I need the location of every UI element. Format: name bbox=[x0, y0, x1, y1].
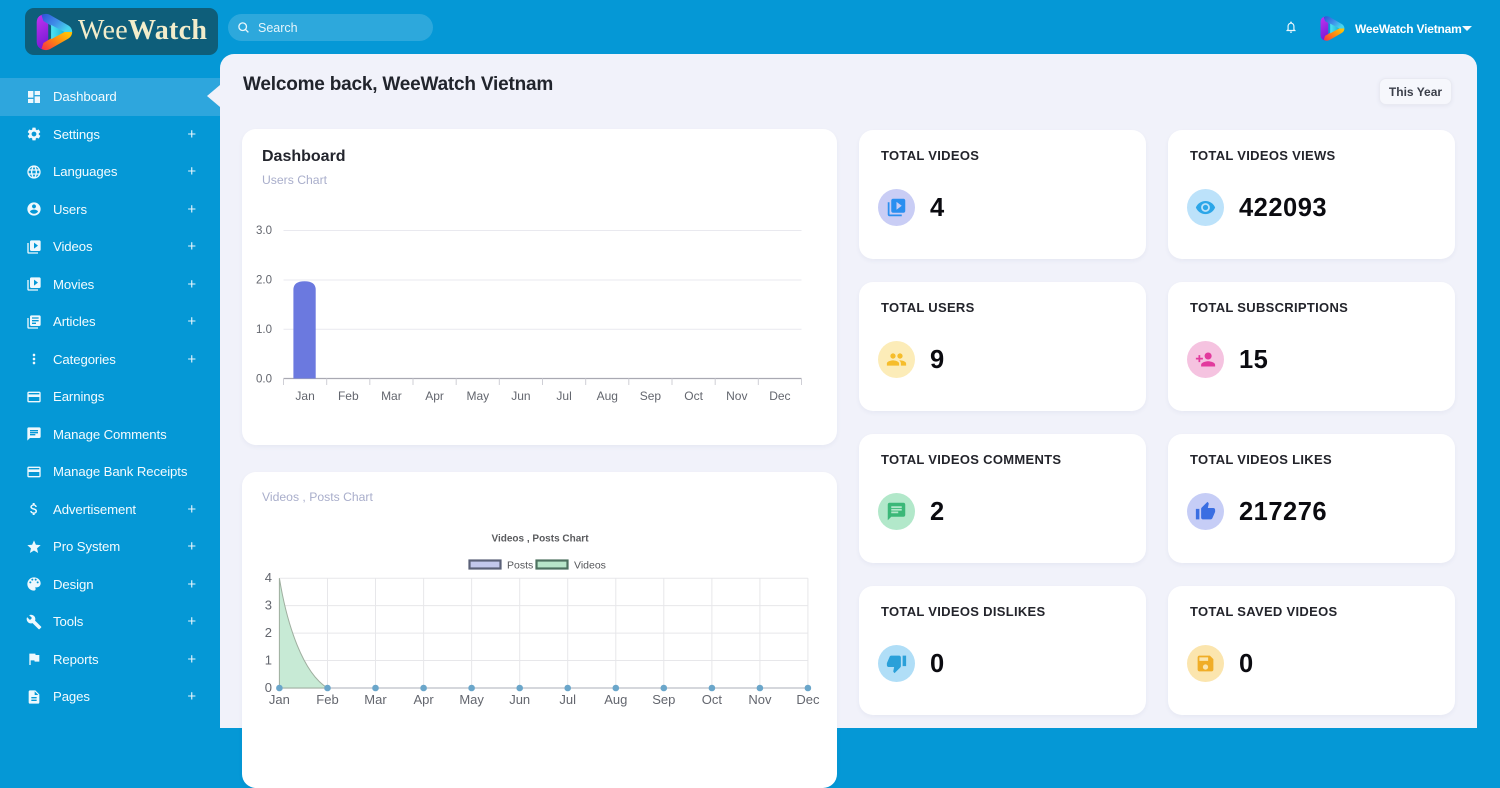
svg-text:Nov: Nov bbox=[726, 389, 747, 403]
svg-text:Videos: Videos bbox=[574, 560, 606, 572]
svg-text:1: 1 bbox=[264, 653, 271, 668]
svg-text:Jan: Jan bbox=[295, 389, 314, 403]
svg-text:Jul: Jul bbox=[559, 692, 576, 707]
svg-text:Sep: Sep bbox=[652, 692, 675, 707]
svg-text:Aug: Aug bbox=[596, 389, 617, 403]
svg-text:2.0: 2.0 bbox=[256, 274, 272, 286]
svg-text:Sep: Sep bbox=[639, 389, 661, 403]
svg-text:Jan: Jan bbox=[268, 692, 289, 707]
svg-text:Aug: Aug bbox=[604, 692, 627, 707]
svg-text:3.0: 3.0 bbox=[256, 225, 272, 237]
svg-text:Mar: Mar bbox=[364, 692, 387, 707]
svg-text:May: May bbox=[459, 692, 484, 707]
svg-text:Dec: Dec bbox=[769, 389, 790, 403]
svg-text:Oct: Oct bbox=[684, 389, 703, 403]
svg-text:Feb: Feb bbox=[337, 389, 358, 403]
svg-text:0.0: 0.0 bbox=[256, 374, 272, 386]
svg-text:0: 0 bbox=[264, 680, 271, 695]
svg-text:Nov: Nov bbox=[748, 692, 772, 707]
svg-text:3: 3 bbox=[264, 598, 271, 613]
svg-text:Videos , Posts Chart: Videos , Posts Chart bbox=[491, 534, 589, 545]
svg-text:Apr: Apr bbox=[413, 692, 434, 707]
svg-text:Jun: Jun bbox=[511, 389, 530, 403]
svg-text:Apr: Apr bbox=[425, 389, 444, 403]
svg-text:Feb: Feb bbox=[316, 692, 338, 707]
svg-text:Dec: Dec bbox=[796, 692, 820, 707]
svg-text:May: May bbox=[466, 389, 489, 403]
svg-text:Jul: Jul bbox=[556, 389, 571, 403]
svg-text:2: 2 bbox=[264, 625, 271, 640]
svg-text:Mar: Mar bbox=[381, 389, 402, 403]
svg-text:4: 4 bbox=[264, 570, 271, 585]
svg-text:Oct: Oct bbox=[701, 692, 722, 707]
svg-text:Jun: Jun bbox=[509, 692, 530, 707]
svg-text:Posts: Posts bbox=[507, 560, 533, 572]
svg-text:1.0: 1.0 bbox=[256, 324, 272, 336]
